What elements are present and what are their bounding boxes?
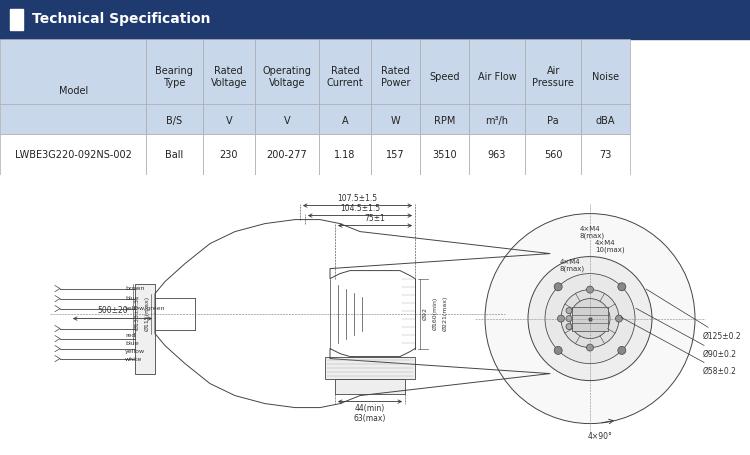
Text: Rated
Voltage: Rated Voltage — [211, 66, 247, 88]
Text: Pa: Pa — [548, 116, 559, 126]
Bar — [135, 283, 155, 374]
Bar — [202, 134, 255, 175]
Circle shape — [485, 213, 695, 424]
Text: 230: 230 — [220, 150, 238, 160]
Text: Ø221(max): Ø221(max) — [443, 296, 448, 331]
Text: 500±20: 500±20 — [98, 306, 128, 314]
Bar — [255, 39, 319, 134]
Circle shape — [566, 316, 572, 322]
Text: 963: 963 — [488, 150, 506, 160]
Bar — [420, 134, 469, 175]
Text: Ø90±0.2: Ø90±0.2 — [636, 308, 737, 359]
Circle shape — [528, 257, 652, 380]
Text: W: W — [391, 116, 400, 126]
Text: 4×M4
10(max): 4×M4 10(max) — [595, 240, 625, 253]
Circle shape — [616, 315, 622, 322]
Text: Ø125±0.2: Ø125±0.2 — [646, 289, 742, 341]
Circle shape — [545, 273, 635, 364]
Text: 73: 73 — [599, 150, 612, 160]
Bar — [319, 134, 371, 175]
Text: yellow/green: yellow/green — [125, 306, 166, 311]
Bar — [202, 39, 255, 134]
Text: Operating
Voltage: Operating Voltage — [262, 66, 311, 88]
Bar — [255, 134, 319, 175]
Text: dBA: dBA — [596, 116, 615, 126]
Circle shape — [586, 344, 593, 351]
Text: yellow: yellow — [125, 349, 146, 354]
Circle shape — [580, 308, 600, 329]
Text: 107.5±1.5: 107.5±1.5 — [338, 193, 377, 202]
Bar — [469, 39, 525, 134]
Text: 75±1: 75±1 — [364, 213, 386, 222]
Text: 1.18: 1.18 — [334, 150, 356, 160]
Text: m³/h: m³/h — [485, 116, 508, 126]
Bar — [581, 134, 630, 175]
Bar — [371, 134, 420, 175]
Circle shape — [557, 315, 565, 322]
Circle shape — [586, 286, 593, 293]
Bar — [525, 39, 581, 134]
Text: Air
Pressure: Air Pressure — [532, 66, 574, 88]
Text: Rated
Current: Rated Current — [327, 66, 364, 88]
Text: Ø160(min): Ø160(min) — [433, 297, 438, 330]
Text: 104.5±1.5: 104.5±1.5 — [340, 203, 380, 212]
Text: 4×M4
8(max): 4×M4 8(max) — [560, 258, 585, 272]
Bar — [420, 39, 469, 134]
Text: blue: blue — [125, 296, 139, 301]
Bar — [525, 134, 581, 175]
Text: 44(min)
63(max): 44(min) 63(max) — [354, 404, 386, 423]
Bar — [335, 379, 405, 394]
Bar — [319, 39, 371, 134]
Bar — [146, 134, 202, 175]
Text: Ø133±0.3: Ø133±0.3 — [134, 298, 140, 329]
Text: Bearing
Type: Bearing Type — [155, 66, 194, 88]
Circle shape — [554, 346, 562, 354]
Bar — [469, 134, 525, 175]
Bar — [146, 39, 202, 134]
Bar — [0, 39, 146, 134]
Text: 560: 560 — [544, 150, 562, 160]
Bar — [572, 307, 608, 331]
Circle shape — [618, 283, 626, 291]
Text: LWBE3G220-092NS-002: LWBE3G220-092NS-002 — [15, 150, 131, 160]
Text: 157: 157 — [386, 150, 405, 160]
Bar — [371, 39, 420, 134]
Text: 200-277: 200-277 — [266, 150, 308, 160]
Text: Noise: Noise — [592, 72, 620, 82]
Circle shape — [566, 308, 572, 313]
Text: Technical Specification: Technical Specification — [32, 12, 210, 26]
Bar — [581, 39, 630, 134]
Text: Ø92: Ø92 — [423, 307, 428, 320]
Text: RPM: RPM — [433, 116, 455, 126]
Text: red: red — [125, 333, 135, 338]
Bar — [10, 9, 23, 30]
Text: 4×M4
8(max): 4×M4 8(max) — [580, 226, 605, 239]
Circle shape — [561, 289, 619, 348]
Text: Rated
Power: Rated Power — [381, 66, 410, 88]
Circle shape — [554, 283, 562, 291]
Circle shape — [566, 324, 572, 329]
Text: Model: Model — [58, 86, 88, 96]
Text: Ø58±0.2: Ø58±0.2 — [621, 318, 736, 375]
Text: 3510: 3510 — [432, 150, 457, 160]
Text: A: A — [342, 116, 348, 126]
Text: Ball: Ball — [165, 150, 184, 160]
Text: V: V — [284, 116, 290, 126]
Text: brown: brown — [125, 286, 145, 291]
Text: Speed: Speed — [429, 72, 460, 82]
Text: B/S: B/S — [166, 116, 182, 126]
Text: blue: blue — [125, 341, 139, 346]
Circle shape — [570, 298, 610, 339]
Bar — [0, 134, 146, 175]
Bar — [325, 357, 415, 379]
Text: Ø115(max): Ø115(max) — [145, 296, 149, 331]
Text: white: white — [125, 357, 142, 362]
Text: 4×90°: 4×90° — [587, 432, 613, 440]
Circle shape — [618, 346, 626, 354]
Text: V: V — [226, 116, 232, 126]
Text: Air Flow: Air Flow — [478, 72, 516, 82]
